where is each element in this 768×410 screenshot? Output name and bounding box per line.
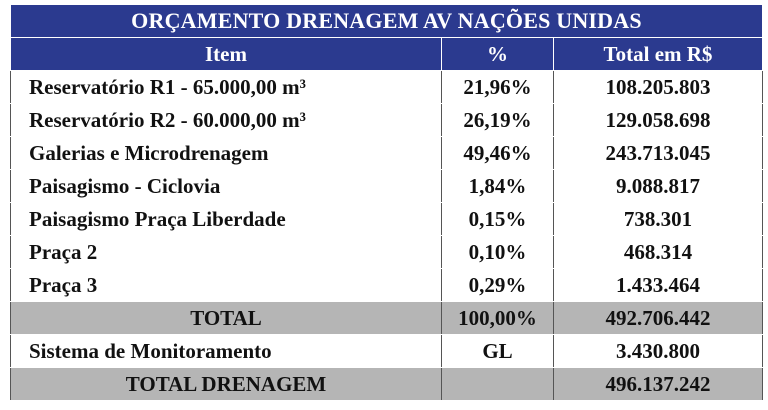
row-total: 9.088.817: [553, 169, 763, 203]
budget-sheet: ORÇAMENTO DRENAGEM AV NAÇÕES UNIDAS Item…: [10, 4, 763, 401]
row-item: Paisagismo Praça Liberdade: [10, 202, 442, 236]
grand-total-percent: [441, 367, 554, 401]
row-percent: 1,84%: [441, 169, 554, 203]
header-percent: %: [441, 37, 554, 71]
row-item: Praça 3: [10, 268, 442, 302]
row-total: 1.433.464: [553, 268, 763, 302]
total-row: TOTAL 100,00% 492.706.442: [10, 301, 763, 335]
row-total: 738.301: [553, 202, 763, 236]
grand-total-value: 496.137.242: [553, 367, 763, 401]
header-row: Item % Total em R$: [10, 37, 763, 71]
table-title: ORÇAMENTO DRENAGEM AV NAÇÕES UNIDAS: [10, 4, 763, 38]
monitoring-percent: GL: [441, 334, 554, 368]
monitoring-item: Sistema de Monitoramento: [10, 334, 442, 368]
row-total: 243.713.045: [553, 136, 763, 170]
table-row: Praça 2 0,10% 468.314: [10, 235, 763, 269]
header-total: Total em R$: [553, 37, 763, 71]
row-percent: 49,46%: [441, 136, 554, 170]
total-label: TOTAL: [10, 301, 442, 335]
row-item: Galerias e Microdrenagem: [10, 136, 442, 170]
table-row: Galerias e Microdrenagem 49,46% 243.713.…: [10, 136, 763, 170]
total-percent: 100,00%: [441, 301, 554, 335]
table-row: Reservatório R2 - 60.000,00 m³ 26,19% 12…: [10, 103, 763, 137]
row-total: 108.205.803: [553, 70, 763, 104]
table-row: Paisagismo Praça Liberdade 0,15% 738.301: [10, 202, 763, 236]
row-item: Praça 2: [10, 235, 442, 269]
budget-table: ORÇAMENTO DRENAGEM AV NAÇÕES UNIDAS Item…: [10, 4, 763, 401]
row-item: Reservatório R1 - 65.000,00 m³: [10, 70, 442, 104]
title-row: ORÇAMENTO DRENAGEM AV NAÇÕES UNIDAS: [10, 4, 763, 38]
table-row: Praça 3 0,29% 1.433.464: [10, 268, 763, 302]
row-percent: 0,29%: [441, 268, 554, 302]
row-total: 129.058.698: [553, 103, 763, 137]
table-row: Paisagismo - Ciclovia 1,84% 9.088.817: [10, 169, 763, 203]
row-percent: 0,10%: [441, 235, 554, 269]
row-item: Paisagismo - Ciclovia: [10, 169, 442, 203]
total-value: 492.706.442: [553, 301, 763, 335]
grand-total-row: TOTAL DRENAGEM 496.137.242: [10, 367, 763, 401]
row-percent: 26,19%: [441, 103, 554, 137]
monitoring-row: Sistema de Monitoramento GL 3.430.800: [10, 334, 763, 368]
monitoring-total: 3.430.800: [553, 334, 763, 368]
row-item: Reservatório R2 - 60.000,00 m³: [10, 103, 442, 137]
row-percent: 0,15%: [441, 202, 554, 236]
row-total: 468.314: [553, 235, 763, 269]
table-row: Reservatório R1 - 65.000,00 m³ 21,96% 10…: [10, 70, 763, 104]
row-percent: 21,96%: [441, 70, 554, 104]
grand-total-label: TOTAL DRENAGEM: [10, 367, 442, 401]
header-item: Item: [10, 37, 442, 71]
